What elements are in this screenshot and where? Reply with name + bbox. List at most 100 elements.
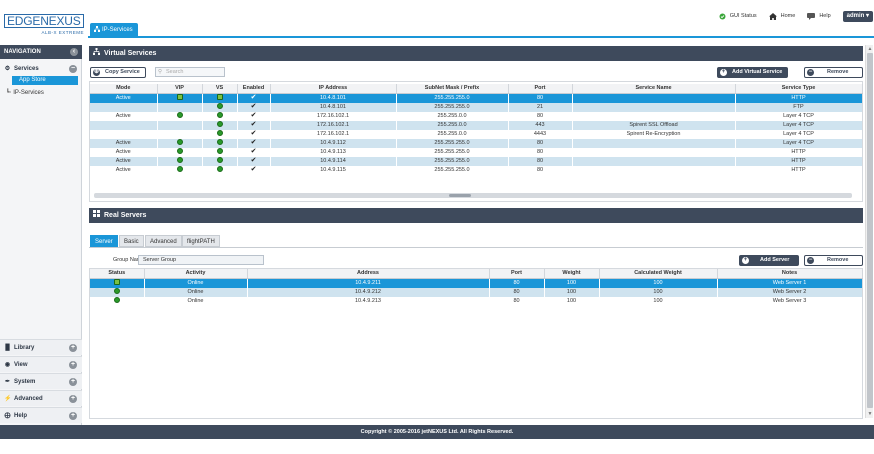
- table-row[interactable]: Active ✔ 172.16.102.1 255.255.0.0 80 Layer 4 …: [90, 111, 862, 121]
- table-row[interactable]: Online 10.4.9.211 80 100 100 Web Server 1: [90, 278, 862, 288]
- vertical-scrollbar[interactable]: ▲ ▼: [865, 45, 873, 418]
- column-header[interactable]: IP Address: [270, 84, 397, 94]
- gear-icon: ⚙: [4, 66, 11, 72]
- service-name-cell: [572, 93, 735, 103]
- sidebar-section-library[interactable]: █ Library +: [0, 339, 82, 355]
- tab-label: IP-Services: [102, 27, 133, 33]
- sidebar-item-ip-services[interactable]: ┗⋅ IP-Services: [6, 89, 44, 96]
- column-header[interactable]: Status: [90, 269, 145, 279]
- checkmark-icon[interactable]: ✔: [250, 165, 257, 173]
- table-row[interactable]: ✔ 10.4.8.101 255.255.255.0 21 FTP: [90, 102, 862, 112]
- checkmark-icon[interactable]: ✔: [250, 156, 257, 164]
- sidebar-section-services[interactable]: ⚙ Services −: [0, 61, 82, 77]
- plus-icon[interactable]: +: [69, 412, 77, 420]
- plus-icon[interactable]: +: [69, 378, 77, 386]
- table-row[interactable]: Active ✔ 10.4.8.101 255.255.255.0 80 HTTP: [90, 93, 862, 103]
- sidebar-item-app-store[interactable]: App Store: [12, 76, 78, 85]
- sidebar-section-system[interactable]: ✒ System +: [0, 373, 82, 389]
- checkmark-icon[interactable]: ✔: [250, 129, 257, 137]
- help-label: Help: [819, 13, 831, 19]
- vip-cell: [157, 93, 202, 103]
- checkmark-icon[interactable]: ✔: [250, 93, 257, 101]
- tab-flightpath[interactable]: flightPATH: [182, 235, 220, 247]
- table-row[interactable]: Active ✔ 10.4.9.114 255.255.255.0 80 HTTP: [90, 156, 862, 166]
- table-row[interactable]: Active ✔ 10.4.9.115 255.255.255.0 80 HTTP: [90, 165, 862, 175]
- scroll-down-icon[interactable]: ▼: [867, 411, 873, 417]
- sidebar-section-view[interactable]: ◉ View +: [0, 356, 82, 372]
- column-header[interactable]: Address: [247, 269, 490, 279]
- sidebar-section-advanced[interactable]: ⚡ Advanced +: [0, 390, 82, 406]
- add-server-button[interactable]: + Add Server: [739, 255, 799, 266]
- tab-basic[interactable]: Basic: [119, 235, 144, 247]
- column-header[interactable]: Enabled: [237, 84, 271, 94]
- table-row[interactable]: ✔ 172.16.102.1 255.255.0.0 443 Spirent SSL O…: [90, 120, 862, 130]
- enabled-cell[interactable]: ✔: [237, 102, 270, 112]
- help-link[interactable]: Help: [807, 12, 831, 20]
- ip-address-cell: 172.16.102.1: [270, 120, 396, 130]
- table-row[interactable]: Active ✔ 10.4.9.113 255.255.255.0 80 HTTP: [90, 147, 862, 157]
- plus-icon[interactable]: +: [69, 395, 77, 403]
- scroll-up-icon[interactable]: ▲: [867, 46, 873, 52]
- column-header[interactable]: Service Name: [572, 84, 736, 94]
- status-green-icon: [176, 156, 183, 163]
- table-row[interactable]: Online 10.4.9.213 80 100 100 Web Server 3: [90, 296, 862, 306]
- column-header[interactable]: Service Type: [735, 84, 863, 94]
- column-header[interactable]: Activity: [144, 269, 248, 279]
- vip-cell: [157, 138, 202, 148]
- collapse-icon[interactable]: ‹: [70, 48, 78, 56]
- enabled-cell[interactable]: ✔: [237, 156, 270, 166]
- enabled-cell[interactable]: ✔: [237, 165, 270, 175]
- virtual-services-title: Virtual Services: [104, 50, 157, 57]
- scrollbar-thumb[interactable]: [867, 53, 873, 408]
- group-name-field[interactable]: Server Group: [138, 255, 264, 265]
- remove-virtual-service-button[interactable]: − Remove: [804, 67, 863, 78]
- enabled-cell[interactable]: ✔: [237, 129, 270, 139]
- plus-icon[interactable]: +: [69, 344, 77, 352]
- user-menu-button[interactable]: admin ▾: [842, 10, 873, 22]
- column-header[interactable]: Mode: [90, 84, 158, 94]
- enabled-cell[interactable]: ✔: [237, 93, 270, 103]
- vs-cell: [202, 147, 237, 157]
- checkmark-icon[interactable]: ✔: [250, 147, 257, 155]
- search-input[interactable]: ⚲ Search: [155, 67, 225, 77]
- status-green-icon: [216, 165, 223, 172]
- column-header[interactable]: Notes: [717, 269, 863, 279]
- tab-advanced[interactable]: Advanced: [145, 235, 182, 247]
- home-link[interactable]: Home: [768, 12, 795, 20]
- service-name-cell: [572, 138, 735, 148]
- column-header[interactable]: Weight: [544, 269, 600, 279]
- checkmark-icon[interactable]: ✔: [250, 120, 257, 128]
- subnet-cell: 255.255.255.0: [396, 93, 508, 103]
- copy-service-button[interactable]: ⊕ Copy Service: [90, 67, 146, 78]
- tab-ip-services[interactable]: IP-Services: [90, 23, 138, 37]
- gui-status-link[interactable]: GUI Status: [719, 13, 757, 20]
- sidebar-section-help[interactable]: ⨁ Help +: [0, 407, 82, 423]
- column-header[interactable]: SubNet Mask / Prefix: [396, 84, 509, 94]
- table-row[interactable]: ✔ 172.16.102.1 255.255.0.0 4443 Spirent Re-E…: [90, 129, 862, 139]
- add-virtual-service-button[interactable]: + Add Virtual Service: [717, 67, 789, 78]
- checkmark-icon[interactable]: ✔: [250, 111, 257, 119]
- column-header[interactable]: Calculated Weight: [599, 269, 718, 279]
- checkmark-icon[interactable]: ✔: [250, 102, 257, 110]
- mode-cell: Active: [90, 111, 157, 121]
- table-row[interactable]: Online 10.4.9.212 80 100 100 Web Server 2: [90, 287, 862, 297]
- scrollbar-thumb[interactable]: [449, 194, 471, 197]
- remove-label: Remove: [827, 69, 849, 75]
- enabled-cell[interactable]: ✔: [237, 147, 270, 157]
- column-header[interactable]: VS: [202, 84, 238, 94]
- column-header[interactable]: Port: [489, 269, 545, 279]
- enabled-cell[interactable]: ✔: [237, 138, 270, 148]
- status-green-icon: [216, 102, 223, 109]
- remove-server-button[interactable]: − Remove: [804, 255, 863, 266]
- plus-icon[interactable]: +: [69, 361, 77, 369]
- column-header[interactable]: VIP: [157, 84, 203, 94]
- service-type-cell: HTTP: [735, 156, 862, 166]
- enabled-cell[interactable]: ✔: [237, 120, 270, 130]
- table-row[interactable]: Active ✔ 10.4.9.112 255.255.255.0 80 Layer 4 …: [90, 138, 862, 148]
- horizontal-scrollbar[interactable]: [94, 193, 852, 198]
- column-header[interactable]: Port: [508, 84, 573, 94]
- minus-icon[interactable]: −: [69, 65, 77, 73]
- checkmark-icon[interactable]: ✔: [250, 138, 257, 146]
- enabled-cell[interactable]: ✔: [237, 111, 270, 121]
- tab-server[interactable]: Server: [90, 235, 118, 247]
